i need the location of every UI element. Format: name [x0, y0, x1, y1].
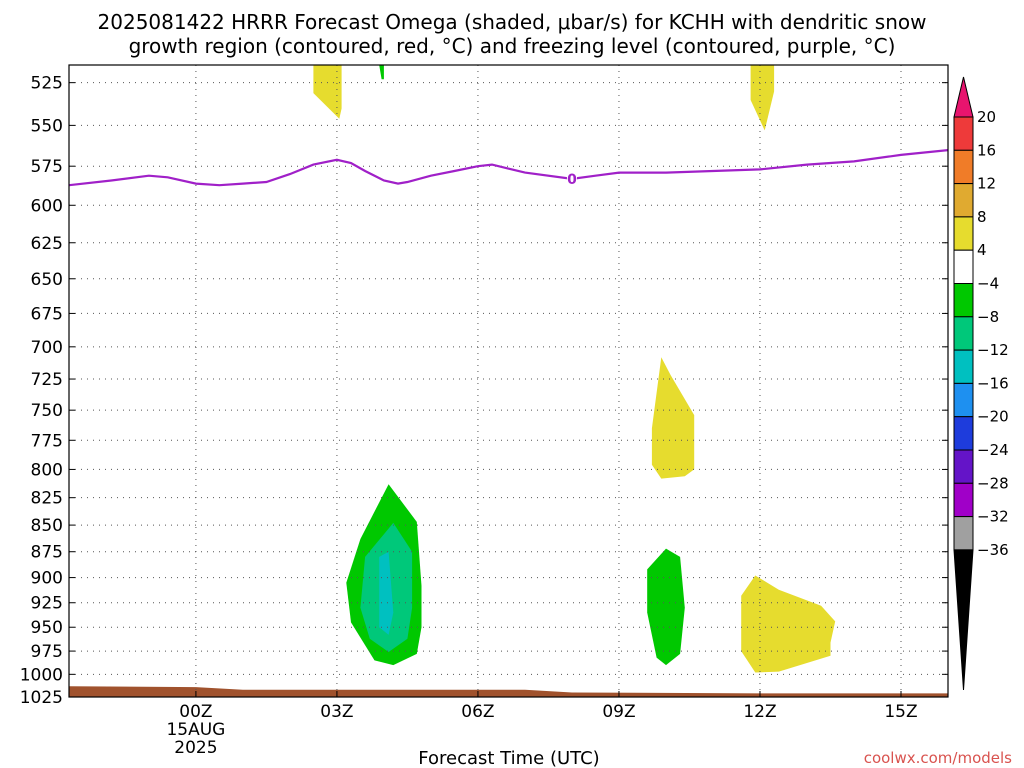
omega-region-3	[651, 357, 695, 479]
freezing-level-line	[69, 149, 948, 187]
colorbar-swatch-8	[953, 349, 974, 384]
plot-content: 0	[69, 65, 948, 697]
y-tick-label-1000: 1000	[20, 665, 63, 685]
colorbar-label-1: 16	[977, 141, 996, 159]
chart-title-line-1: 2025081422 HRRR Forecast Omega (shaded, …	[98, 10, 927, 34]
omega-region-0	[313, 65, 342, 119]
colorbar-swatch-3	[953, 183, 974, 218]
y-tick-label-700: 700	[31, 338, 63, 358]
y-tick-label-750: 750	[31, 401, 63, 421]
colorbar-label-2: 12	[977, 175, 996, 193]
colorbar-label-0: 20	[977, 108, 996, 126]
colorbar-label-13: −36	[977, 541, 1009, 559]
colorbar-swatch-5	[953, 249, 974, 284]
colorbar-label-8: −16	[977, 374, 1009, 392]
x-tick-sublabel-date: 15AUG	[166, 720, 225, 740]
colorbar-label-10: −24	[977, 441, 1009, 459]
colorbar-swatch-9	[953, 382, 974, 418]
colorbar-label-11: −28	[977, 474, 1009, 492]
omega-region-1	[750, 65, 775, 131]
y-tick-label-575: 575	[31, 157, 63, 177]
x-tick-label-0: 00Z	[179, 702, 212, 722]
colorbar-swatch-2	[953, 149, 974, 185]
colorbar-label-9: −20	[977, 408, 1009, 426]
colorbar-label-3: 8	[977, 208, 987, 226]
grid-lines	[69, 65, 948, 697]
y-tick-label-900: 900	[31, 569, 63, 589]
chart-title-line-2: growth region (contoured, red, °C) and f…	[129, 34, 896, 58]
x-tick-label-12: 12Z	[743, 702, 776, 722]
plot-frame	[68, 64, 949, 698]
colorbar-top-arrow	[953, 76, 974, 118]
y-tick-label-625: 625	[31, 234, 63, 254]
y-tick-label-975: 975	[31, 642, 63, 662]
plot-area: 0	[69, 65, 948, 697]
y-tick-label-650: 650	[31, 270, 63, 290]
x-tick-sublabel-year: 2025	[174, 738, 217, 758]
x-tick-label-15: 15Z	[884, 702, 917, 722]
y-tick-label-550: 550	[31, 116, 63, 136]
colorbar-swatch-13	[953, 516, 974, 551]
omega-region-2	[379, 65, 384, 80]
freezing-level-label: 0	[567, 172, 577, 188]
omega-region-8	[741, 575, 836, 673]
terrain-fill	[69, 686, 948, 697]
x-tick-label-6: 06Z	[461, 702, 494, 722]
colorbar-swatch-10	[953, 416, 974, 451]
colorbar-swatch-4	[953, 216, 974, 251]
colorbar-swatch-11	[953, 449, 974, 484]
y-tick-label-525: 525	[31, 74, 63, 94]
y-tick-label-1025: 1025	[20, 688, 63, 708]
y-tick-label-825: 825	[31, 489, 63, 509]
colorbar-swatch-1	[953, 116, 974, 151]
colorbar-label-5: −4	[977, 275, 999, 293]
x-tick-label-9: 09Z	[602, 702, 635, 722]
colorbar-label-12: −32	[977, 508, 1009, 526]
y-axis-ticks: 525 550 575 600 625 650 675 700 725 750 775 800 825 8…	[20, 74, 948, 708]
omega-region-6	[379, 551, 394, 635]
y-tick-label-950: 950	[31, 618, 63, 638]
y-tick-label-600: 600	[31, 196, 63, 216]
y-tick-label-675: 675	[31, 304, 63, 324]
colorbar-bottom-arrow	[953, 549, 974, 691]
omega-region-7	[647, 548, 685, 666]
x-axis-label: Forecast Time (UTC)	[418, 748, 599, 768]
colorbar-swatch-12	[953, 482, 974, 518]
y-tick-label-925: 925	[31, 594, 63, 614]
plot-border	[68, 64, 949, 698]
x-tick-label-3: 03Z	[320, 702, 353, 722]
y-tick-label-875: 875	[31, 543, 63, 563]
colorbar: 20 16 12 8 4 −4 −8 −12 −16 −20 −24 −28 −32 −36	[953, 76, 1009, 691]
site-credit[interactable]: coolwx.com/models	[864, 749, 1012, 767]
colorbar-label-7: −12	[977, 341, 1009, 359]
y-tick-label-775: 775	[31, 431, 63, 451]
freezing-level-label-bg	[566, 170, 577, 187]
y-tick-label-850: 850	[31, 516, 63, 536]
y-tick-label-800: 800	[31, 460, 63, 480]
colorbar-swatch-7	[953, 316, 974, 351]
colorbar-swatch-6	[953, 283, 974, 318]
y-tick-label-725: 725	[31, 370, 63, 390]
colorbar-label-6: −8	[977, 308, 999, 326]
colorbar-label-4: 4	[977, 241, 987, 259]
